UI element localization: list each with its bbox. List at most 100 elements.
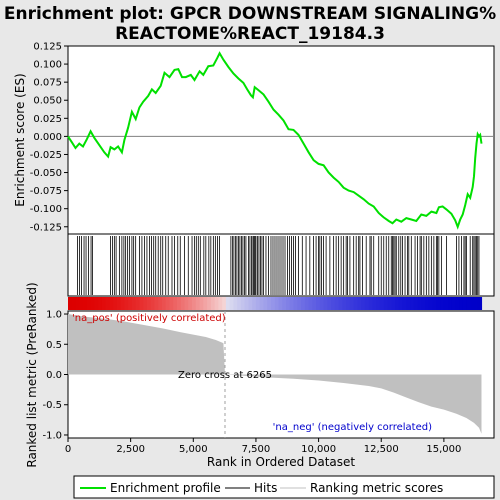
color-bar-segment bbox=[425, 297, 430, 310]
color-bar-segment bbox=[248, 297, 253, 310]
color-bar-segment bbox=[379, 297, 385, 310]
es-y-tick-label: -0.025 bbox=[30, 150, 62, 161]
color-bar-segment bbox=[383, 297, 389, 310]
color-bar-segment bbox=[68, 297, 73, 310]
color-bar-segment bbox=[225, 297, 231, 310]
color-bar-segment bbox=[259, 297, 265, 310]
enrichment-profile-line bbox=[67, 51, 483, 230]
color-bar-segment bbox=[462, 297, 468, 310]
color-bar-segment bbox=[443, 297, 449, 310]
color-bar-segment bbox=[364, 297, 370, 310]
x-tick-label: 0 bbox=[65, 444, 71, 455]
color-bar-segment bbox=[154, 297, 159, 310]
color-bar-segment bbox=[466, 297, 471, 310]
color-bar-segment bbox=[413, 297, 419, 310]
color-bar-segment bbox=[473, 297, 479, 310]
color-bar-segment bbox=[455, 297, 460, 310]
rank-color-bar bbox=[68, 297, 483, 310]
color-bar-segment bbox=[128, 297, 133, 310]
color-bar-segment bbox=[319, 297, 325, 310]
color-bar-segment bbox=[199, 297, 204, 310]
color-bar-segment bbox=[477, 297, 483, 310]
metric-y-ticks: 1.0 0.5 0.0 -0.5 -1.0 bbox=[42, 310, 68, 441]
color-bar-segment bbox=[308, 297, 313, 310]
color-bar-segment bbox=[263, 297, 268, 310]
color-bar-segment bbox=[297, 297, 302, 310]
x-tick-label: 7,500 bbox=[242, 444, 271, 455]
color-bar-segment bbox=[278, 297, 283, 310]
color-bar-segment bbox=[222, 297, 227, 310]
color-bar-segment bbox=[169, 297, 174, 310]
color-bar-segment bbox=[146, 297, 152, 310]
color-bar-segment bbox=[207, 297, 212, 310]
color-bar-segment bbox=[421, 297, 426, 310]
color-bar-segment bbox=[398, 297, 404, 310]
color-bar-segment bbox=[372, 297, 377, 310]
hit-markers bbox=[77, 236, 480, 295]
color-bar-segment bbox=[139, 297, 144, 310]
color-bar-segment bbox=[267, 297, 272, 310]
color-bar-segment bbox=[94, 297, 99, 310]
color-bar-segment bbox=[244, 297, 250, 310]
color-bar-segment bbox=[109, 297, 114, 310]
color-bar-segment bbox=[323, 297, 328, 310]
metric-y-tick-label: 1.0 bbox=[46, 310, 62, 321]
color-bar-segment bbox=[458, 297, 464, 310]
color-bar-segment bbox=[387, 297, 392, 310]
color-bar-segment bbox=[289, 297, 295, 310]
color-bar-segment bbox=[349, 297, 355, 310]
color-bar-segment bbox=[447, 297, 452, 310]
color-bar-segment bbox=[124, 297, 129, 310]
es-panel bbox=[67, 45, 495, 235]
color-bar-segment bbox=[131, 297, 137, 310]
color-bar-segment bbox=[440, 297, 445, 310]
color-bar-segment bbox=[252, 297, 257, 310]
color-bar-segment bbox=[428, 297, 434, 310]
x-tick-label: 10,000 bbox=[301, 444, 336, 455]
color-bar-segment bbox=[301, 297, 306, 310]
color-bar-segment bbox=[357, 297, 362, 310]
color-bar-segment bbox=[165, 297, 171, 310]
legend-enrichment-label: Enrichment profile bbox=[110, 481, 221, 495]
color-bar-segment bbox=[188, 297, 193, 310]
color-bar-segment bbox=[86, 297, 92, 310]
color-bar-segment bbox=[402, 297, 407, 310]
ranking-metric-area bbox=[68, 314, 482, 434]
es-y-tick-label: -0.100 bbox=[30, 204, 62, 215]
x-axis-ticks: 0 2,500 5,000 7,500 10,000 12,500 15,000 bbox=[65, 438, 461, 455]
es-y-tick-label: 0.050 bbox=[33, 96, 62, 107]
color-bar-segment bbox=[361, 297, 366, 310]
color-bar-segment bbox=[286, 297, 291, 310]
color-bar-segment bbox=[195, 297, 201, 310]
x-tick-label: 2,500 bbox=[116, 444, 145, 455]
color-bar-segment bbox=[158, 297, 163, 310]
legend bbox=[73, 475, 495, 499]
color-bar-segment bbox=[274, 297, 280, 310]
color-bar-segment bbox=[255, 297, 261, 310]
positive-correlation-label: 'na_pos' (positively correlated) bbox=[72, 313, 226, 324]
color-bar-segment bbox=[368, 297, 374, 310]
es-y-tick-label: -0.125 bbox=[30, 222, 62, 233]
color-bar-segment bbox=[293, 297, 298, 310]
es-y-tick-label: 0.000 bbox=[33, 132, 62, 143]
es-y-tick-label: -0.050 bbox=[30, 168, 62, 179]
color-bar-segment bbox=[161, 297, 167, 310]
color-bar-segment bbox=[90, 297, 95, 310]
color-bar-segment bbox=[116, 297, 122, 310]
color-bar-segment bbox=[218, 297, 223, 310]
color-bar-segment bbox=[338, 297, 343, 310]
color-bar-segment bbox=[210, 297, 216, 310]
color-bar-segment bbox=[240, 297, 246, 310]
es-y-tick-label: 0.100 bbox=[33, 60, 62, 71]
color-bar-segment bbox=[135, 297, 141, 310]
x-tick-label: 12,500 bbox=[364, 444, 399, 455]
color-bar-segment bbox=[143, 297, 148, 310]
color-bar-segment bbox=[436, 297, 441, 310]
legend-metric-label: Ranking metric scores bbox=[310, 481, 443, 495]
legend-hits-label: Hits bbox=[254, 481, 277, 495]
negative-correlation-label: 'na_neg' (negatively correlated) bbox=[273, 422, 432, 433]
x-tick-label: 15,000 bbox=[426, 444, 461, 455]
color-bar-segment bbox=[105, 297, 110, 310]
es-y-tick-label: 0.075 bbox=[33, 78, 62, 89]
